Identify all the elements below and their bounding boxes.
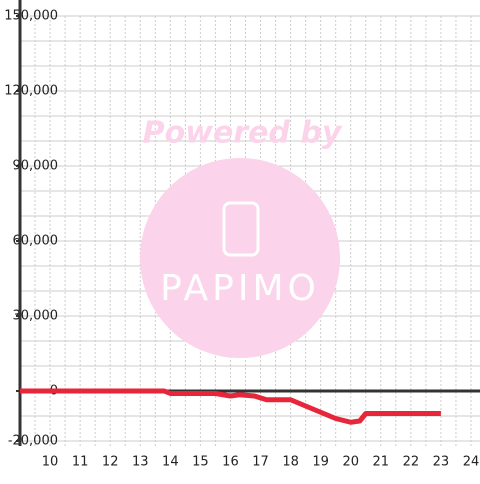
x-tick-label: 17	[252, 455, 269, 470]
x-tick-label: 11	[72, 455, 89, 470]
x-tick-label: 14	[162, 455, 179, 470]
x-tick-label: 16	[222, 455, 239, 470]
watermark-logo: PAPIMO	[160, 268, 320, 309]
x-tick-label: 12	[102, 455, 119, 470]
x-tick-label: 20	[342, 455, 359, 470]
x-tick-label: 24	[463, 455, 480, 470]
y-tick-label: 150,000	[4, 9, 58, 24]
y-tick-label: 30,000	[13, 309, 59, 324]
y-tick-label: -20,000	[8, 434, 58, 449]
y-tick-label: 90,000	[13, 159, 59, 174]
y-tick-label: 60,000	[13, 234, 59, 249]
watermark-circle	[140, 158, 340, 358]
phone-icon	[222, 201, 260, 257]
watermark-title: Powered by	[143, 116, 343, 151]
x-tick-label: 18	[282, 455, 299, 470]
x-tick-label: 19	[312, 455, 329, 470]
x-tick-label: 22	[403, 455, 420, 470]
y-tick-label: 120,000	[4, 84, 58, 99]
x-tick-label: 21	[373, 455, 390, 470]
x-tick-label: 13	[132, 455, 149, 470]
x-tick-label: 15	[192, 455, 209, 470]
data-line	[20, 388, 441, 425]
x-tick-label: 10	[42, 455, 59, 470]
watermark: Powered by PAPIMO	[140, 116, 343, 358]
plot: -20,000030,00060,00090,000120,000150,000…	[4, 0, 480, 470]
x-tick-label: 23	[433, 455, 450, 470]
